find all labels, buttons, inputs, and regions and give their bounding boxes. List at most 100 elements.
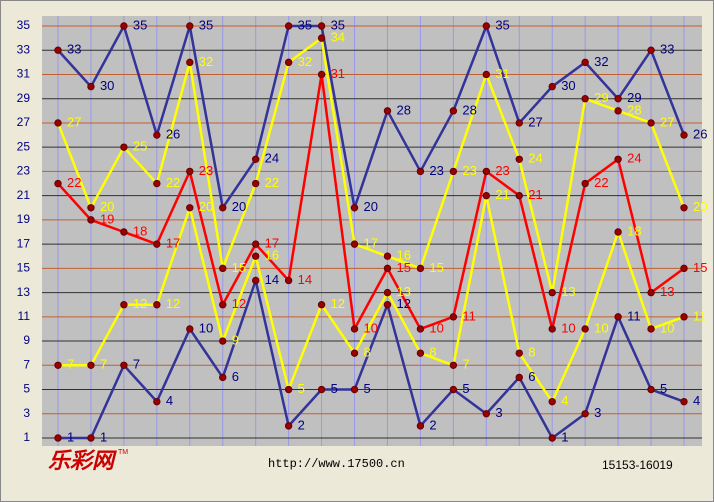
point: [87, 82, 95, 91]
data-label: 23: [462, 163, 476, 178]
y-tick-label: 7: [23, 357, 30, 371]
point: [54, 434, 62, 442]
y-tick-label: 21: [17, 188, 31, 202]
series-line: [57, 22, 686, 213]
data-label: 22: [265, 175, 279, 190]
data-label: 20: [693, 199, 707, 214]
point: [515, 373, 523, 382]
point: [482, 22, 491, 30]
point: [219, 373, 227, 382]
data-label: 35: [495, 17, 509, 32]
data-label: 4: [693, 393, 700, 408]
data-label: 23: [495, 163, 509, 178]
point: [416, 349, 425, 357]
point: [186, 167, 194, 176]
point: [186, 204, 194, 212]
point: [383, 301, 392, 309]
data-label: 4: [561, 393, 568, 408]
data-label: 35: [298, 17, 312, 32]
point: [581, 95, 589, 103]
point: [284, 385, 293, 394]
data-label: 23: [429, 163, 443, 178]
data-label: 9: [232, 332, 239, 347]
point: [515, 191, 523, 200]
point: [153, 240, 161, 248]
y-tick-label: 5: [23, 382, 30, 396]
draw-range: 15153-16019: [602, 458, 673, 472]
point: [614, 155, 622, 163]
point: [186, 22, 194, 30]
data-label: 21: [495, 187, 509, 202]
point: [284, 276, 293, 285]
series-line: [58, 195, 685, 405]
y-tick-label: 11: [18, 309, 31, 323]
point: [515, 349, 523, 357]
data-label: 25: [133, 139, 147, 154]
data-label: 35: [199, 17, 213, 32]
point: [449, 361, 458, 369]
point: [614, 107, 622, 115]
data-label: 30: [561, 78, 575, 93]
series-line: [57, 74, 685, 333]
data-label: 20: [100, 199, 114, 214]
data-label: 28: [396, 102, 410, 117]
data-label: 11: [462, 308, 476, 323]
data-label: 12: [396, 296, 410, 311]
point: [350, 204, 359, 212]
point: [647, 46, 655, 54]
data-label: 32: [594, 54, 608, 69]
point: [87, 434, 95, 442]
data-label: 2: [298, 417, 305, 432]
data-label: 6: [232, 369, 239, 384]
point: [680, 397, 688, 406]
point: [680, 264, 688, 273]
point: [87, 361, 95, 369]
point: [647, 325, 655, 333]
point: [515, 119, 523, 127]
data-label: 35: [133, 17, 147, 32]
data-label: 15: [396, 260, 410, 275]
point: [87, 216, 95, 224]
data-label: 32: [199, 54, 213, 69]
data-label: 34: [331, 30, 345, 45]
data-label: 12: [166, 296, 180, 311]
data-label: 35: [331, 17, 345, 32]
data-label: 5: [298, 381, 305, 396]
y-tick-label: 13: [17, 285, 31, 299]
data-label: 10: [429, 320, 443, 335]
data-label: 11: [627, 308, 641, 323]
y-tick-label: 9: [23, 333, 30, 347]
plot-area: [42, 16, 702, 446]
data-label: 18: [133, 223, 147, 238]
point: [120, 228, 128, 236]
point: [614, 95, 622, 103]
point: [482, 70, 491, 79]
point: [482, 167, 491, 176]
data-label: 14: [265, 272, 279, 287]
data-label: 13: [561, 284, 575, 299]
data-label: 7: [67, 357, 74, 372]
point: [54, 119, 62, 127]
data-label: 33: [67, 42, 81, 57]
point: [416, 167, 425, 176]
data-label: 16: [396, 248, 410, 263]
point: [416, 325, 425, 333]
point: [284, 22, 293, 30]
data-label: 19: [100, 211, 114, 226]
data-label: 28: [462, 102, 476, 117]
data-label: 8: [364, 345, 371, 360]
point: [219, 264, 227, 273]
y-tick-label: 29: [17, 91, 31, 105]
point: [120, 143, 128, 151]
point: [153, 301, 161, 309]
data-label: 5: [660, 381, 667, 396]
y-tick-label: 23: [17, 164, 31, 178]
data-label: 17: [265, 236, 279, 251]
y-tick-label: 17: [17, 236, 31, 250]
data-label: 7: [133, 357, 140, 372]
point: [449, 385, 458, 394]
data-label: 29: [594, 90, 608, 105]
point: [482, 410, 491, 418]
